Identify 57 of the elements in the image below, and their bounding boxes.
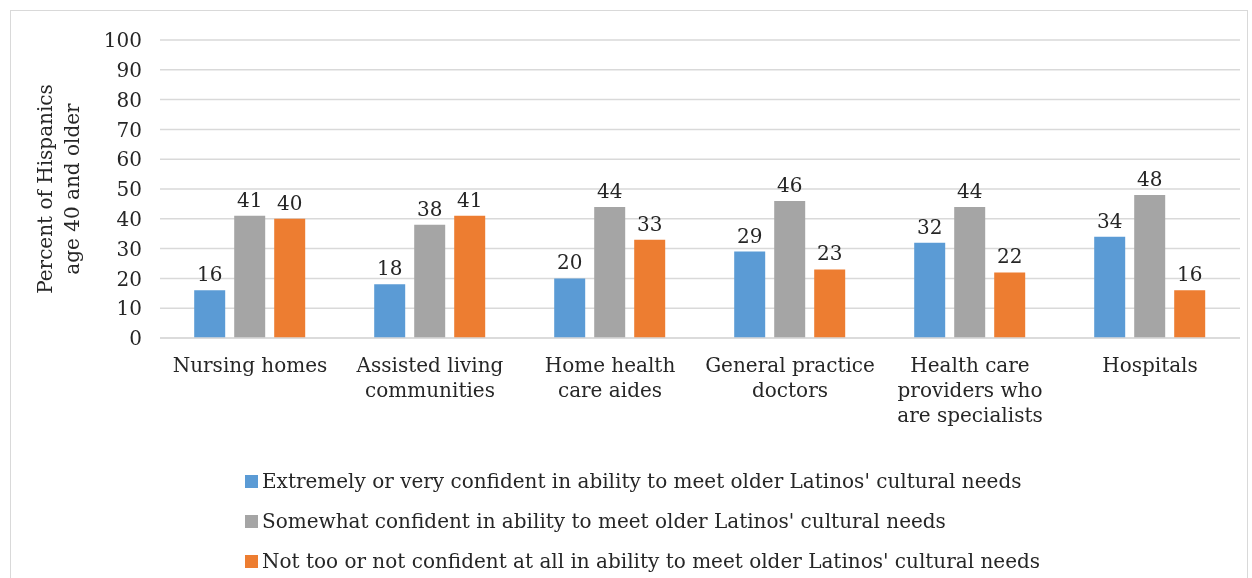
data-label: 23 <box>816 241 843 266</box>
data-label: 20 <box>556 250 583 275</box>
legend-label: Somewhat confident in ability to meet older Latinos' cultural needs <box>262 509 946 533</box>
data-label: 44 <box>956 178 983 203</box>
y-tick-label: 80 <box>116 87 142 112</box>
data-label: 41 <box>236 187 263 212</box>
y-tick-label: 0 <box>129 326 142 351</box>
data-label: 41 <box>456 187 483 212</box>
bar <box>234 215 266 338</box>
bar <box>594 206 626 338</box>
y-tick-label: 50 <box>116 177 142 202</box>
bar <box>1094 236 1126 338</box>
data-label: 34 <box>1096 208 1123 233</box>
y-tick-label: 20 <box>116 266 142 291</box>
bar <box>734 251 766 338</box>
bar <box>414 224 446 338</box>
x-tick-label: Hospitals <box>1102 353 1198 377</box>
x-tick-label: General practice doctors <box>705 353 875 402</box>
y-tick-label: 60 <box>116 147 142 172</box>
bar <box>454 215 486 338</box>
bar <box>374 284 406 338</box>
data-label: 48 <box>1136 166 1163 191</box>
bar <box>1174 290 1206 338</box>
bar <box>634 239 666 338</box>
data-label: 33 <box>636 211 663 236</box>
data-label: 22 <box>996 244 1023 269</box>
legend-label: Extremely or very confident in ability to meet older Latinos' cultural needs <box>262 469 1022 493</box>
data-label: 38 <box>416 196 443 221</box>
bar <box>914 242 946 338</box>
data-label: 40 <box>276 190 303 215</box>
x-tick-label: Assisted living communities <box>355 353 504 402</box>
y-tick-label: 100 <box>103 28 142 53</box>
data-label: 18 <box>376 256 403 281</box>
y-tick-label: 40 <box>116 206 142 231</box>
data-label: 46 <box>776 172 803 197</box>
bar <box>774 200 806 338</box>
data-label: 44 <box>596 178 623 203</box>
data-label: 32 <box>916 214 943 239</box>
bar <box>274 218 306 338</box>
y-tick-label: 30 <box>116 236 142 261</box>
x-tick-label: Health care providers who are specialists <box>897 353 1043 427</box>
data-label: 29 <box>736 223 763 248</box>
y-tick-label: 10 <box>116 296 142 321</box>
x-tick-label: Nursing homes <box>172 353 328 377</box>
data-label: 16 <box>1176 262 1203 287</box>
y-tick-label: 90 <box>116 57 142 82</box>
bar <box>194 290 226 338</box>
y-axis-title: Percent of Hispanics age 40 and older <box>32 84 84 294</box>
bar <box>1134 194 1166 338</box>
y-tick-label: 70 <box>116 117 142 142</box>
bar <box>954 206 986 338</box>
legend-label: Not too or not confident at all in ability to meet older Latinos' cultural needs <box>262 549 1041 573</box>
bar <box>814 269 846 338</box>
data-label: 16 <box>196 262 223 287</box>
bar <box>554 278 586 338</box>
bar <box>994 272 1026 338</box>
x-tick-label: Home health care aides <box>544 353 676 402</box>
